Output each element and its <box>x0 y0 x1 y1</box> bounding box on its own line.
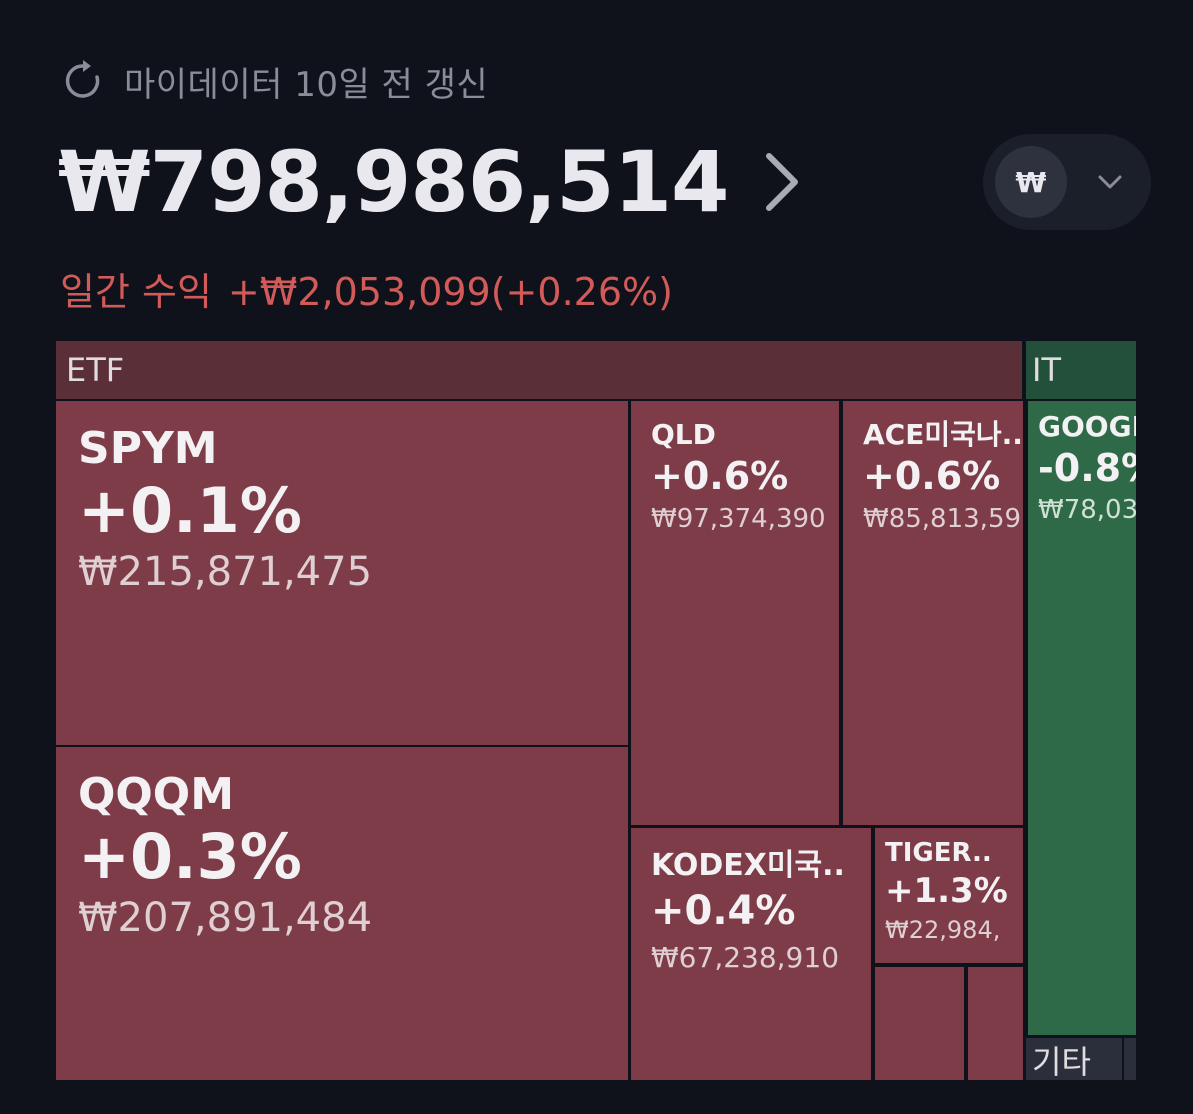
holding-name: ACE미국나.. <box>863 418 1023 451</box>
refresh-status-text: 마이데이터 10일 전 갱신 <box>124 64 489 105</box>
currency-button[interactable]: ₩ <box>995 146 1067 218</box>
holding-value: ₩78,03 <box>1038 495 1136 525</box>
refresh-row[interactable]: 마이데이터 10일 전 갱신 <box>62 56 488 106</box>
daily-profit-label: 일간 수익 <box>60 270 212 314</box>
holding-change: +1.3% <box>885 871 1008 911</box>
holding-tile-qld[interactable]: QLD +0.6% ₩97,374,390 <box>631 401 839 825</box>
sector-label: 기타 <box>1032 1043 1091 1080</box>
holding-tile-kodex[interactable]: KODEX미국.. +0.4% ₩67,238,910 <box>631 828 871 1080</box>
daily-profit-value: +₩2,053,099(+0.26%) <box>227 270 673 314</box>
refresh-icon[interactable] <box>62 60 104 102</box>
holding-tile-small[interactable] <box>875 967 964 1080</box>
holding-change: +0.1% <box>78 474 302 547</box>
holding-value: ₩207,891,484 <box>78 895 373 941</box>
currency-toggle[interactable]: ₩ <box>983 134 1151 230</box>
holding-tile-tiger[interactable]: TIGER.. +1.3% ₩22,984, <box>875 828 1023 963</box>
holding-name: QQQM <box>78 769 234 820</box>
holding-name: TIGER.. <box>885 838 992 868</box>
holding-tile-ace[interactable]: ACE미국나.. +0.6% ₩85,813,59 <box>843 401 1023 825</box>
holding-change: +0.4% <box>651 888 796 934</box>
holding-name: KODEX미국.. <box>651 848 845 883</box>
holding-value: ₩22,984, <box>885 916 1001 944</box>
sector-header-etf[interactable]: ETF <box>56 341 1022 399</box>
sector-header-it[interactable]: IT <box>1026 341 1136 399</box>
holding-change: +0.6% <box>651 454 789 498</box>
holding-value: ₩67,238,910 <box>651 941 840 974</box>
holding-value: ₩215,871,475 <box>78 549 373 595</box>
total-asset-row[interactable]: ₩798,986,514 <box>58 140 803 224</box>
holding-value: ₩85,813,59 <box>863 504 1022 534</box>
holding-name: QLD <box>651 418 716 451</box>
daily-profit-row: 일간 수익 +₩2,053,099(+0.26%) <box>60 262 673 322</box>
holding-change: +0.3% <box>78 820 302 893</box>
sector-label: IT <box>1032 351 1061 389</box>
chevron-down-icon[interactable] <box>1097 170 1123 198</box>
sector-header-other[interactable]: 기타 <box>1026 1038 1122 1080</box>
holding-value: ₩97,374,390 <box>651 504 826 534</box>
holding-tile-googl[interactable]: GOOGL -0.8% ₩78,03 <box>1028 401 1136 1035</box>
holding-change: +0.6% <box>863 454 1001 498</box>
total-asset-value: ₩798,986,514 <box>58 133 729 231</box>
portfolio-treemap: ETF IT SPYM +0.1% ₩215,871,475 QQQM +0.3… <box>56 341 1136 1080</box>
holding-change: -0.8% <box>1038 446 1136 490</box>
holding-tile-qqqm[interactable]: QQQM +0.3% ₩207,891,484 <box>56 747 628 1080</box>
holding-name: GOOGL <box>1038 410 1136 443</box>
holding-tile-small[interactable] <box>968 967 1023 1080</box>
sector-label: ETF <box>66 351 125 389</box>
holding-name: SPYM <box>78 423 218 474</box>
sector-header-other-extra[interactable] <box>1124 1038 1136 1080</box>
holding-tile-spym[interactable]: SPYM +0.1% ₩215,871,475 <box>56 401 628 745</box>
chevron-right-icon[interactable] <box>729 150 803 214</box>
